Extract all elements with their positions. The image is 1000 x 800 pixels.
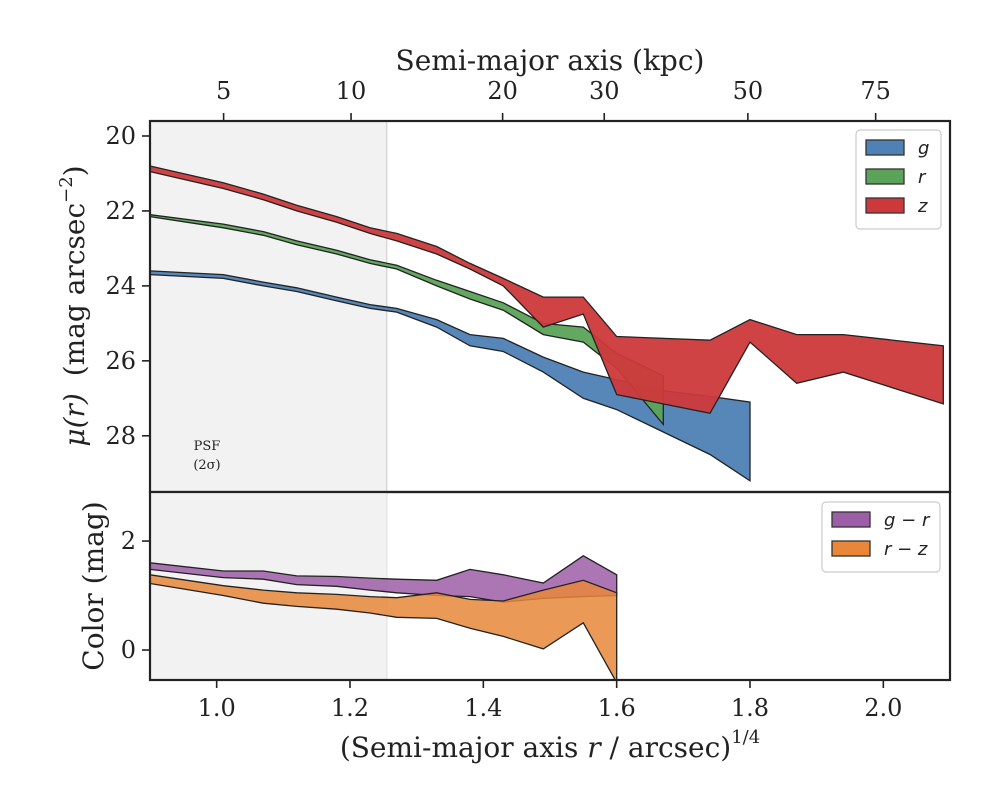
bottom-x-axis-title: (Semi-major axis r / arcsec)1/4	[340, 727, 760, 764]
x-tick-label: 1.0	[198, 694, 236, 722]
x-axis-title-exponent: 1/4	[731, 727, 760, 748]
legend-label: z	[917, 196, 928, 217]
legend-swatch	[865, 139, 905, 156]
legend-swatch	[865, 197, 905, 214]
top-y-axis-title: μ(r) (mag arcsec−2)	[56, 165, 91, 446]
top-x-tick-label: 5	[216, 77, 231, 105]
x-axis-title-r: r	[587, 731, 602, 764]
psf-annotation-line1: PSF	[194, 439, 221, 454]
y-axis-symbol: μ(r)	[58, 393, 91, 446]
x-tick-label: 2.0	[864, 694, 902, 722]
bottom-panel-frame	[148, 490, 952, 682]
legend-swatch	[831, 540, 871, 557]
top-x-tick-label: 50	[733, 77, 764, 105]
y-axis-units: (mag arcsec	[58, 203, 91, 376]
legend-label: g	[918, 138, 929, 159]
y-axis-exponent: −2	[56, 176, 77, 203]
y-tick-label: 0	[121, 636, 136, 664]
legend-label: r − z	[884, 539, 928, 560]
legend-swatch	[831, 511, 871, 528]
top-x-tick-label: 30	[589, 77, 620, 105]
top-x-tick-label: 20	[487, 77, 518, 105]
y-axis-close: )	[58, 165, 91, 176]
legend-label: g − r	[884, 510, 931, 531]
top-x-tick-label: 75	[860, 77, 891, 105]
x-tick-label: 1.6	[598, 694, 636, 722]
y-tick-label: 26	[105, 347, 136, 375]
x-tick-label: 1.4	[464, 694, 502, 722]
x-axis-title-part2: / arcsec)	[601, 731, 732, 764]
y-tick-label: 28	[105, 422, 136, 450]
series-band-z	[150, 165, 944, 415]
top-axis-title: Semi-major axis (kpc)	[396, 44, 705, 77]
x-tick-label: 1.2	[331, 694, 369, 722]
y-tick-label: 20	[105, 122, 136, 150]
y-tick-label: 22	[105, 197, 136, 225]
series-band-r	[150, 214, 664, 427]
y-tick-label: 24	[105, 272, 136, 300]
x-axis-title-part1: (Semi-major axis	[340, 731, 587, 764]
y-tick-label: 2	[121, 527, 136, 555]
psf-region-top	[150, 121, 387, 492]
psf-annotation-line2: (2σ)	[193, 458, 220, 473]
color-panel: 0 2 1.0 1.2 1.4 1.6 1.8 2.0 g − r r − z	[121, 490, 952, 722]
legend-swatch	[865, 168, 905, 185]
legend-label: r	[918, 167, 927, 188]
top-x-tick-label: 10	[336, 77, 367, 105]
series-band-g	[150, 270, 751, 483]
bottom-y-axis-title: Color (mag)	[77, 501, 110, 670]
x-tick-label: 1.8	[731, 694, 769, 722]
series-band-rz	[150, 574, 618, 680]
